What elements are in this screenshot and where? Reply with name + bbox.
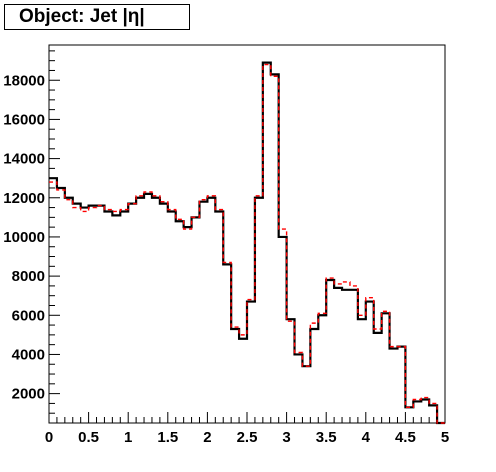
plot-frame [48, 44, 446, 424]
histogram-series-1 [49, 61, 445, 425]
histogram-series-2 [49, 63, 445, 424]
x-tick-labels: 0 0.5 1 1.5 2 2.5 3 3.5 4 4.5 5 [45, 429, 449, 446]
x-tick-label: 1.5 [157, 429, 178, 446]
x-tick-label: 4.5 [395, 429, 416, 446]
x-tick-label: 0 [45, 429, 53, 446]
y-tick-label: 2000 [12, 386, 45, 403]
y-tick-label: 14000 [3, 151, 45, 168]
y-tick-label: 16000 [3, 111, 45, 128]
y-tick-labels: 2000 4000 6000 8000 10000 12000 14000 16000 1800… [3, 72, 45, 402]
y-tick-label: 18000 [3, 72, 45, 89]
x-tick-label: 5 [441, 429, 449, 446]
x-tick-label: 2 [203, 429, 211, 446]
y-tick-label: 6000 [12, 307, 45, 324]
chart-title: Object: Jet |η| [4, 4, 190, 30]
x-tick-label: 0.5 [78, 429, 99, 446]
series-group [49, 61, 445, 425]
y-tick-label: 12000 [3, 190, 45, 207]
y-tick-label: 4000 [12, 346, 45, 363]
x-tick-label: 2.5 [237, 429, 258, 446]
x-tick-label: 3.5 [316, 429, 337, 446]
x-tick-label: 3 [282, 429, 290, 446]
y-tick-label: 8000 [12, 268, 45, 285]
axis-ticks [48, 50, 446, 423]
x-tick-label: 4 [362, 429, 371, 446]
x-tick-label: 1 [124, 429, 132, 446]
y-tick-label: 10000 [3, 229, 45, 246]
